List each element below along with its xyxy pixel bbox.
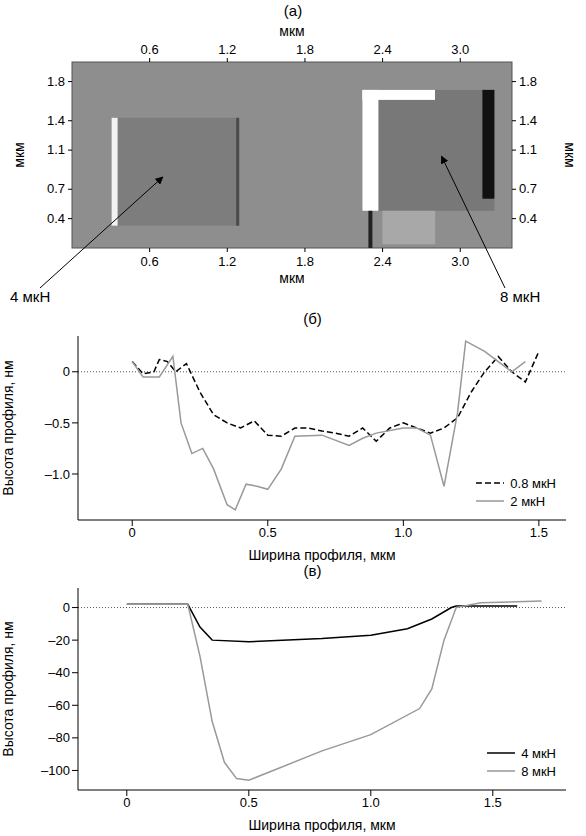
svg-text:Высота профиля, нм: Высота профиля, нм xyxy=(0,621,16,756)
svg-text:2.4: 2.4 xyxy=(374,254,392,269)
svg-text:0: 0 xyxy=(123,795,130,810)
svg-text:0.5: 0.5 xyxy=(259,525,277,540)
svg-text:0.4: 0.4 xyxy=(519,211,537,226)
svg-text:1.5: 1.5 xyxy=(530,525,548,540)
svg-text:1.2: 1.2 xyxy=(218,254,236,269)
svg-text:1.0: 1.0 xyxy=(394,525,412,540)
svg-text:8 мкН: 8 мкН xyxy=(500,288,540,305)
svg-text:1.1: 1.1 xyxy=(47,142,65,157)
svg-text:–100: –100 xyxy=(41,763,70,778)
svg-text:Высота профиля, нм: Высота профиля, нм xyxy=(0,360,16,495)
html-text:(б): (б) xyxy=(303,310,322,327)
svg-text:1.1: 1.1 xyxy=(519,142,537,157)
svg-text:мкм: мкм xyxy=(279,270,304,286)
html-text:8 мкН: 8 мкН xyxy=(521,763,556,779)
svg-text:–40: –40 xyxy=(48,665,70,680)
html-text:4 мкН: 4 мкН xyxy=(521,745,556,761)
svg-text:мкм: мкм xyxy=(11,142,27,167)
svg-text:1.4: 1.4 xyxy=(519,113,537,128)
svg-text:3.0: 3.0 xyxy=(451,42,469,57)
svg-text:0: 0 xyxy=(129,525,136,540)
html-text:0.8 мкН: 0.8 мкН xyxy=(510,475,556,491)
svg-text:мкм: мкм xyxy=(562,142,578,167)
svg-text:1.5: 1.5 xyxy=(484,795,502,810)
svg-text:–20: –20 xyxy=(48,633,70,648)
svg-text:0.6: 0.6 xyxy=(141,42,159,57)
svg-text:0: 0 xyxy=(63,364,70,379)
svg-text:Ширина профиля, мкм: Ширина профиля, мкм xyxy=(248,547,395,562)
svg-text:0.7: 0.7 xyxy=(519,181,537,196)
svg-text:(а): (а) xyxy=(284,2,302,19)
svg-text:мкм: мкм xyxy=(279,23,304,39)
svg-text:2.4: 2.4 xyxy=(374,42,392,57)
svg-text:–1.0: –1.0 xyxy=(45,467,70,482)
svg-text:4 мкН: 4 мкН xyxy=(10,288,50,305)
svg-text:–0.5: –0.5 xyxy=(45,416,70,431)
svg-text:0: 0 xyxy=(63,600,70,615)
svg-text:1.0: 1.0 xyxy=(362,795,380,810)
svg-text:1.4: 1.4 xyxy=(47,113,65,128)
svg-text:–60: –60 xyxy=(48,698,70,713)
svg-text:1.2: 1.2 xyxy=(218,42,236,57)
svg-text:0.6: 0.6 xyxy=(141,254,159,269)
svg-text:1.8: 1.8 xyxy=(296,254,314,269)
svg-text:1.8: 1.8 xyxy=(47,74,65,89)
svg-text:0.7: 0.7 xyxy=(47,181,65,196)
svg-text:0.5: 0.5 xyxy=(240,795,258,810)
html-text:(в): (в) xyxy=(303,562,322,579)
svg-text:1.8: 1.8 xyxy=(519,74,537,89)
svg-text:1.8: 1.8 xyxy=(296,42,314,57)
svg-text:3.0: 3.0 xyxy=(451,254,469,269)
html-text:2 мкН: 2 мкН xyxy=(510,493,546,509)
svg-text:Ширина профиля, мкм: Ширина профиля, мкм xyxy=(248,817,395,832)
svg-text:–80: –80 xyxy=(48,730,70,745)
svg-text:0.4: 0.4 xyxy=(47,211,65,226)
